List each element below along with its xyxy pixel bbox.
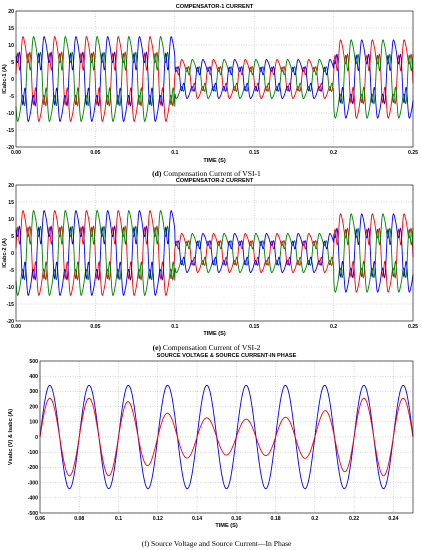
plot-frame [15,10,414,148]
y-tick-label: 15 [8,26,14,32]
y-tick-label: 10 [8,43,14,49]
plot-area [16,11,413,147]
x-tick-label: 0.08 [74,516,84,522]
caption-text: (f) Source Voltage and Source Current—In… [142,539,292,548]
x-tick-label: 0.15 [249,150,259,156]
figure-caption: (e) Compensation Current of VSI-2 [153,343,261,352]
y-tick-label: -400 [28,496,38,502]
x-tick-label: 0.2 [330,324,337,330]
chart-title: SOURCE VOLTAGE & SOURCE CURRENT-IN PHASE [157,353,297,359]
figure-caption: (f) Source Voltage and Source Current—In… [142,539,292,548]
x-tick-label: 0.14 [192,516,202,522]
y-tick-label: 20 [8,9,14,15]
y-tick-label: 5 [11,60,14,66]
figure-caption: (d) Compensation Current of VSI-1 [152,169,261,178]
y-tick-label: -10 [7,111,15,117]
y-tick-label: -20 [7,319,15,325]
x-axis-label: TIME (S) [203,158,226,164]
x-axis-label: TIME (S) [215,523,238,529]
caption-letter: (d) [152,169,162,178]
chart-2: COMPENSATOR-2 CURRENT -20 -15 -10 -5 0 5 10 15 20… [2,178,418,352]
x-tick-label: 0.25 [408,324,418,330]
y-tick-label: -500 [28,511,38,517]
y-tick-label: 400 [29,374,38,380]
y-tick-label: 5 [11,234,14,240]
y-axis-label: Vsabc (V) & Isabc (A) [8,409,14,465]
y-tick-label: -20 [7,145,15,151]
series-line [15,35,414,123]
chart-1: COMPENSATOR-1 CURRENT -20 -15 -10 -5 0 5 10 15 20… [2,4,418,178]
x-tick-label: 0.1 [115,516,122,522]
x-tick-label: 0.2 [330,150,337,156]
x-tick-label: 0.16 [231,516,241,522]
plot-frame [15,184,414,322]
series-line [39,397,414,477]
plot-area [16,185,413,321]
series-line [15,36,414,122]
y-tick-label: 15 [8,200,14,206]
y-tick-label: -5 [9,268,14,274]
y-tick-label: -100 [28,450,38,456]
x-tick-label: 0.05 [90,150,100,156]
x-tick-label: 0.22 [349,516,359,522]
y-tick-label: 0 [11,251,14,257]
chart-title: COMPENSATOR-1 CURRENT [176,4,254,10]
caption-letter: (e) [153,343,162,352]
y-tick-label: 20 [8,183,14,189]
y-tick-label: 0 [11,77,14,83]
y-tick-label: 300 [29,389,38,395]
x-tick-label: 0.18 [271,516,281,522]
x-tick-label: 0.12 [153,516,163,522]
series-line [15,209,414,297]
y-tick-label: -5 [9,94,14,100]
y-tick-label: -10 [7,285,15,291]
y-tick-label: 100 [29,420,38,426]
x-tick-label: 0.00 [11,324,21,330]
x-tick-label: 0.00 [11,150,21,156]
x-tick-label: 0.24 [388,516,398,522]
y-tick-label: 10 [8,217,14,223]
y-tick-label: -15 [7,128,15,134]
y-tick-label: -15 [7,302,15,308]
x-tick-label: 0.06 [35,516,45,522]
caption-text: Compensation Current of VSI-2 [161,343,261,352]
x-tick-label: 0.1 [171,324,178,330]
y-axis-label: ICabc-2 (A) [2,238,8,268]
y-tick-label: 500 [29,359,38,365]
x-axis-label: TIME (S) [203,331,226,337]
y-tick-label: -300 [28,480,38,486]
series-line [15,36,414,122]
y-axis-label: ICabc-1 (A) [2,64,8,94]
x-tick-label: 0.1 [171,150,178,156]
y-tick-label: 200 [29,404,38,410]
x-tick-label: 0.2 [311,516,318,522]
series-line [39,384,414,490]
x-tick-label: 0.25 [408,150,418,156]
x-tick-label: 0.15 [249,324,259,330]
caption-text: Compensation Current of VSI-1 [161,169,261,178]
y-tick-label: 0 [35,435,38,441]
plot-frame [39,360,414,514]
y-tick-label: -200 [28,465,38,471]
x-tick-label: 0.05 [90,324,100,330]
series-line [15,210,414,296]
chart-3: SOURCE VOLTAGE & SOURCE CURRENT-IN PHASE… [8,353,414,548]
chart-title: COMPENSATOR-2 CURRENT [176,178,254,184]
series-line [15,210,414,296]
